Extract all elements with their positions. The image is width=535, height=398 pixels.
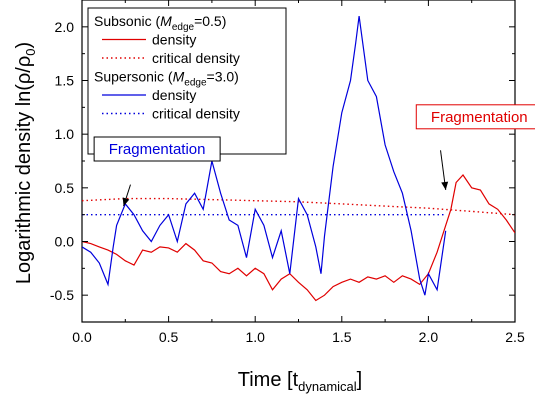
y-tick-label: -0.5 [50, 287, 74, 303]
y-axis-title-sub: 0 [23, 49, 38, 56]
legend-entry-label: critical density [152, 106, 240, 122]
series-layer [82, 16, 515, 302]
legend-group-title: Supersonic (Medge=3.0) [94, 69, 239, 89]
series-line-0 [82, 174, 515, 302]
annotation-arrowhead [122, 197, 130, 207]
x-tick-label: 0.5 [159, 329, 179, 345]
annotations: Fragmentation Fragmentation [93, 104, 535, 207]
annotation-box [415, 104, 535, 130]
x-tick-label: 2.5 [505, 329, 525, 345]
y-tick-label: 0.5 [55, 180, 75, 196]
y-tick-label: 1.0 [55, 126, 75, 142]
annotation-box [93, 136, 221, 162]
x-tick-label: 0.0 [72, 329, 92, 345]
x-tick-label: 1.5 [332, 329, 352, 345]
y-tick-label: 0.0 [55, 234, 75, 250]
y-tick-label: 2.0 [55, 19, 75, 35]
annotation-label: Fragmentation [109, 141, 206, 158]
ticks-layer: 0.0 0.5 1.0 1.5 2.0 2.5 -0.5 0.0 0.5 1.0 1.5 2.0 [50, 0, 525, 345]
x-axis-title-sub: dynamical [298, 379, 357, 394]
y-axis-title-close: ) [13, 42, 35, 49]
legend-box [87, 7, 287, 155]
legend-entry-label: density [152, 87, 196, 103]
x-tick-label: 1.0 [245, 329, 265, 345]
x-axis-title: Time [tdynamical] [238, 369, 362, 394]
x-tick-label: 2.0 [419, 329, 439, 345]
series-line-2 [82, 16, 447, 296]
annotation-label: Fragmentation [431, 109, 528, 126]
x-axis-title-main: Time [t [238, 369, 299, 391]
y-tick-label: 1.5 [55, 73, 75, 89]
annotation-arrowhead [441, 181, 449, 190]
x-axis-title-close: ] [357, 369, 363, 391]
y-axis-title-main: Logarithmic density ln(ρ/ρ [13, 56, 35, 284]
legend-entry-label: density [152, 32, 196, 48]
y-axis-title: Logarithmic density ln(ρ/ρ0) [13, 42, 38, 284]
legend-entry-label: critical density [152, 50, 240, 66]
legend-group-title: Subsonic (Medge=0.5) [94, 13, 226, 33]
